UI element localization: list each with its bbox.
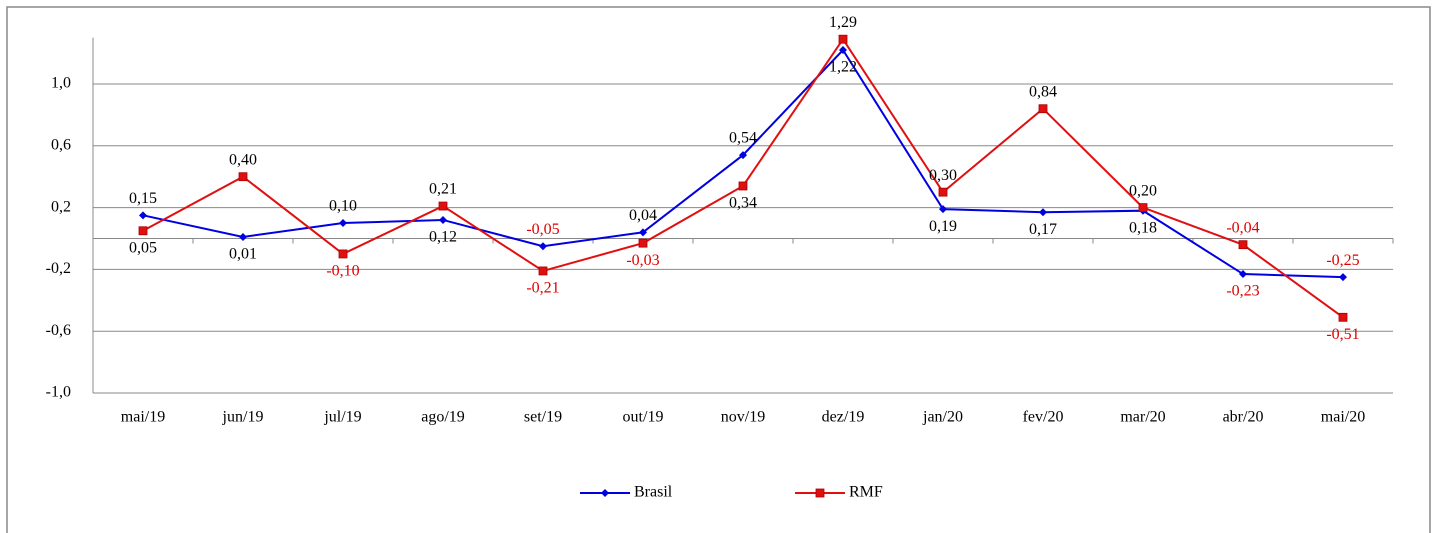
data-label: 1,22: [829, 59, 857, 76]
data-label: -0,51: [1326, 326, 1359, 343]
data-point: [1238, 240, 1248, 250]
data-label: 0,34: [729, 195, 757, 212]
legend-label: Brasil: [634, 484, 673, 501]
data-point: [539, 242, 547, 251]
y-tick-label: -0,2: [46, 260, 71, 277]
data-label: 0,17: [1029, 221, 1057, 238]
data-label: 0,10: [329, 198, 357, 215]
x-tick-label: ago/19: [421, 409, 465, 426]
x-tick-label: out/19: [623, 409, 664, 426]
data-label: 0,21: [429, 181, 457, 198]
data-point: [1339, 273, 1347, 282]
data-label: 0,40: [229, 151, 257, 168]
x-tick-label: abr/20: [1223, 409, 1264, 426]
legend-label: RMF: [849, 484, 883, 501]
data-point: [538, 266, 548, 276]
data-point: [239, 232, 247, 241]
data-label: 0,15: [129, 190, 157, 207]
data-label: 0,01: [229, 246, 257, 263]
data-point: [839, 46, 847, 55]
data-label: 0,18: [1129, 219, 1157, 236]
x-tick-label: fev/20: [1023, 409, 1064, 426]
y-tick-label: -1,0: [46, 384, 71, 401]
data-point: [1038, 104, 1048, 114]
data-point: [339, 219, 347, 228]
data-point: [838, 34, 848, 44]
x-tick-label: dez/19: [822, 409, 865, 426]
data-label: 0,20: [1129, 182, 1157, 199]
data-point: [638, 238, 648, 248]
data-point: [438, 201, 448, 211]
y-tick-label: 0,2: [51, 198, 71, 215]
data-label: -0,25: [1326, 252, 1359, 269]
data-point: [639, 228, 647, 237]
data-point: [439, 215, 447, 224]
data-point: [238, 172, 248, 182]
data-label: 0,12: [429, 229, 457, 246]
data-point: [1338, 312, 1348, 322]
data-label: 0,04: [629, 207, 657, 224]
data-label: -0,05: [526, 221, 559, 238]
x-tick-label: set/19: [524, 409, 562, 426]
data-label: -0,21: [526, 280, 559, 297]
data-point: [738, 181, 748, 191]
data-label: -0,04: [1226, 219, 1259, 236]
data-label: 1,29: [829, 14, 857, 31]
data-point: [1239, 270, 1247, 279]
x-tick-label: jul/19: [323, 409, 361, 426]
data-label: 0,84: [1029, 83, 1057, 100]
data-point: [1039, 208, 1047, 217]
legend-marker: [601, 489, 609, 497]
data-label: 0,54: [729, 130, 757, 147]
x-tick-label: mai/19: [121, 409, 165, 426]
data-point: [939, 205, 947, 214]
chart-border: [6, 6, 1431, 533]
x-tick-label: nov/19: [721, 409, 765, 426]
data-point: [1138, 203, 1148, 213]
data-point: [338, 249, 348, 259]
legend-marker: [815, 488, 825, 498]
data-label: 0,05: [129, 239, 157, 256]
data-label: -0,10: [326, 263, 359, 280]
data-label: -0,23: [1226, 283, 1259, 300]
data-point: [938, 187, 948, 197]
y-tick-label: -0,6: [46, 322, 71, 339]
data-label: -0,03: [626, 252, 659, 269]
data-point: [739, 151, 747, 160]
y-tick-label: 1,0: [51, 75, 71, 92]
x-tick-label: mar/20: [1120, 409, 1165, 426]
data-label: 0,19: [929, 218, 957, 235]
data-label: 0,30: [929, 167, 957, 184]
data-point: [138, 226, 148, 236]
x-tick-label: jan/20: [922, 409, 963, 426]
x-tick-label: jun/19: [222, 409, 264, 426]
y-tick-label: 0,6: [51, 136, 71, 153]
data-point: [139, 211, 147, 220]
x-tick-label: mai/20: [1321, 409, 1365, 426]
